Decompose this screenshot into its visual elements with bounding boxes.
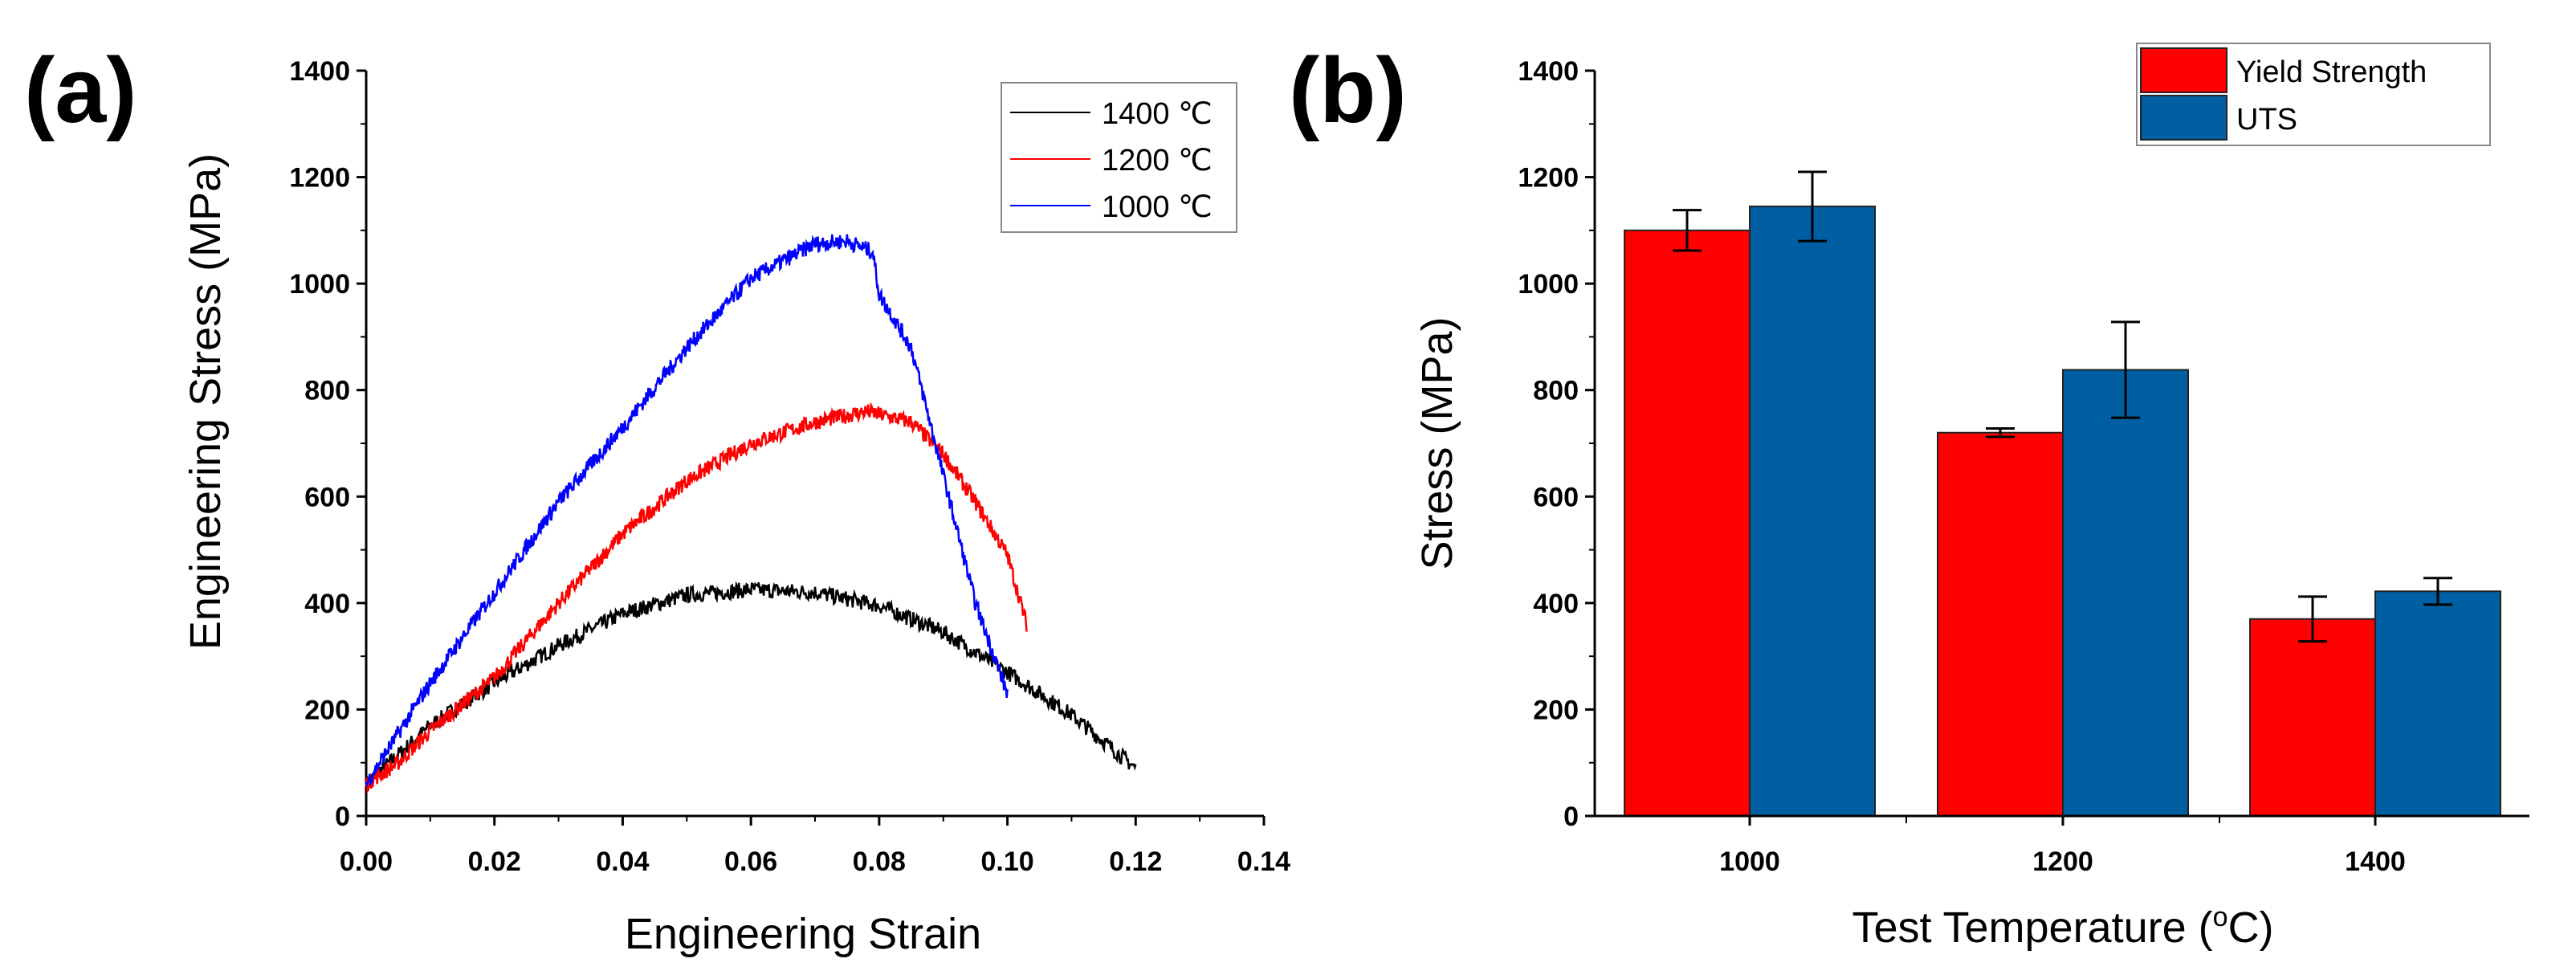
x-tick-label-a: 0.02: [468, 846, 521, 877]
series-line-1000: [365, 234, 1009, 788]
x-tick-label-a: 0.12: [1109, 846, 1162, 877]
bar-uts-1400: [2374, 590, 2501, 817]
y-axis-label-a: Engineering Stress (MPa): [181, 153, 230, 650]
y-tick-label-a: 0: [335, 802, 350, 832]
x-axis-label-b-end: C): [2228, 904, 2274, 952]
y-tick-label-b: 1000: [1518, 269, 1579, 300]
x-tick-label-a: 0.06: [724, 846, 777, 877]
x-tick-label-b: 1000: [1719, 846, 1780, 877]
bar-uts-1200: [2062, 369, 2189, 818]
y-tick-label-b: 400: [1533, 589, 1579, 619]
legend-label-b: Yield Strength: [2236, 55, 2427, 89]
y-tick-label-b: 1400: [1518, 56, 1579, 87]
x-axis-label-a: Engineering Strain: [625, 910, 981, 958]
y-tick-label-b: 200: [1533, 695, 1579, 725]
series-line-1400: [365, 581, 1137, 793]
x-tick-label-a: 0.08: [853, 846, 906, 877]
x-tick-label-b: 1400: [2345, 846, 2406, 877]
legend-swatch-b: [2140, 47, 2228, 93]
legend-b: Yield Strength UTS: [2136, 43, 2491, 146]
y-tick-label-a: 200: [304, 695, 350, 725]
x-axis-label-b: Test Temperature (oC): [1852, 902, 2273, 952]
y-tick-label-a: 1400: [289, 56, 350, 87]
x-axis-label-b-sup: o: [2213, 902, 2228, 932]
legend-label-a: 1200 ℃: [1102, 144, 1213, 177]
y-tick-label-a: 800: [304, 376, 350, 406]
y-tick-label-b: 600: [1533, 482, 1579, 512]
legend-a: 1400 ℃ 1200 ℃ 1000 ℃: [1001, 82, 1237, 233]
y-tick-label-b: 0: [1563, 802, 1579, 832]
series-line-1200: [365, 402, 1028, 794]
x-axis-label-b-text: Test Temperature (: [1852, 904, 2212, 952]
y-axis-label-b: Stress (MPa): [1413, 316, 1461, 569]
panel-b-bar-chart: (b) Test Temperature (oC) Stress (MPa) 1…: [1289, 39, 2529, 952]
y-tick-label-a: 1000: [289, 269, 350, 300]
legend-label-a: 1000 ℃: [1102, 190, 1213, 224]
bar-yield-strength-1400: [2249, 618, 2376, 817]
bar-yield-strength-1000: [1624, 229, 1751, 818]
legend-label-b: UTS: [2236, 103, 2297, 137]
y-tick-label-a: 600: [304, 482, 350, 512]
x-tick-label-a: 0.04: [596, 846, 649, 877]
x-tick-label-a: 0.10: [980, 846, 1033, 877]
panel-label-b: (b): [1289, 39, 1407, 142]
y-tick-label-a: 1200: [289, 163, 350, 194]
bar-yield-strength-1200: [1937, 431, 2064, 817]
x-tick-label-b: 1200: [2032, 846, 2093, 877]
x-tick-label-a: 0.00: [340, 846, 393, 877]
y-tick-label-a: 400: [304, 589, 350, 619]
bar-uts-1000: [1749, 206, 1876, 817]
x-tick-label-a: 0.14: [1237, 846, 1290, 877]
panel-a-strain-stress-chart: (a) Engineering Strain Engineering Stres…: [24, 39, 1290, 958]
y-tick-label-b: 800: [1533, 376, 1579, 406]
y-tick-label-b: 1200: [1518, 163, 1579, 194]
legend-label-a: 1400 ℃: [1102, 97, 1213, 131]
legend-swatch-b: [2140, 95, 2228, 141]
panel-label-a: (a): [24, 39, 137, 142]
legend-box-a: [1001, 82, 1237, 233]
